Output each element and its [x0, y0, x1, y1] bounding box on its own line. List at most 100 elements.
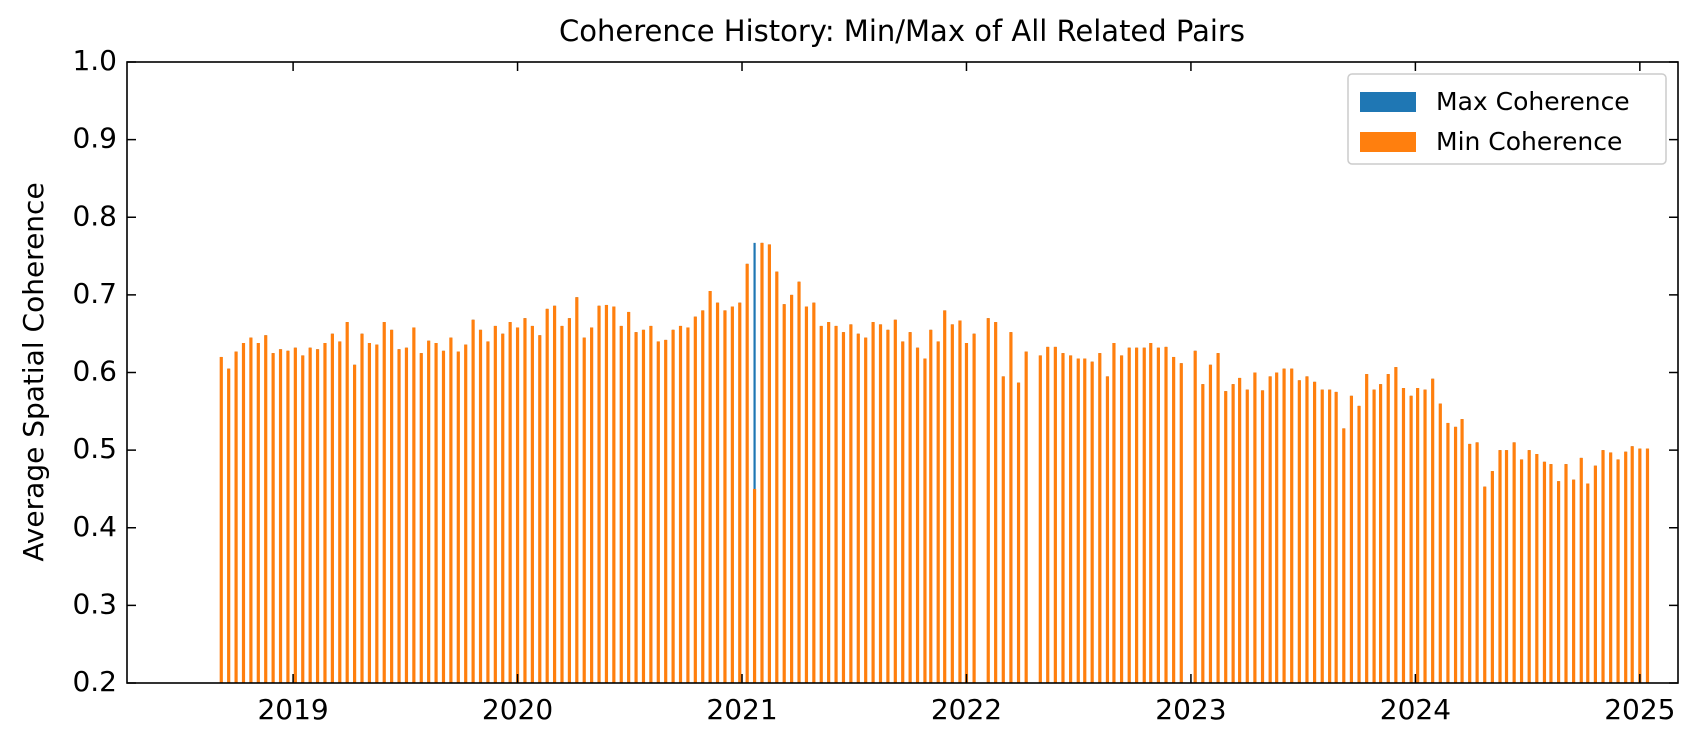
bar	[1572, 479, 1576, 683]
bar	[219, 356, 223, 683]
bar	[1342, 428, 1346, 683]
bar	[908, 332, 912, 683]
bar	[686, 327, 690, 683]
bar	[1105, 376, 1110, 683]
bar	[397, 349, 401, 683]
bar	[819, 325, 823, 683]
bar	[1549, 464, 1553, 683]
bar	[775, 271, 779, 683]
bar	[264, 335, 268, 683]
bar	[1401, 388, 1406, 683]
bar	[812, 302, 816, 683]
y-tick-label: 0.6	[72, 355, 117, 388]
bar	[994, 322, 998, 683]
bar	[456, 351, 460, 683]
bar	[1504, 450, 1509, 683]
bar	[1193, 350, 1197, 683]
bar	[1268, 376, 1272, 683]
bar	[1046, 346, 1050, 683]
y-tick-label: 0.9	[72, 122, 117, 155]
bar	[641, 329, 646, 683]
bar	[1460, 419, 1464, 683]
bar	[1490, 471, 1494, 683]
bar	[1624, 451, 1628, 683]
bar	[1630, 446, 1634, 683]
bar	[1260, 390, 1265, 683]
bar	[1076, 358, 1080, 683]
bar	[936, 341, 940, 683]
bar	[545, 308, 549, 683]
bar	[943, 310, 947, 683]
bar	[1172, 356, 1176, 683]
bar	[790, 294, 794, 683]
bar	[619, 325, 623, 683]
bar	[827, 322, 831, 683]
bar	[404, 347, 409, 683]
bar	[649, 325, 653, 683]
bar	[1519, 459, 1524, 683]
y-tick-label: 0.5	[72, 432, 117, 465]
bar	[1216, 353, 1220, 683]
bar	[330, 333, 334, 683]
y-axis-label: Average Spatial Coherence	[17, 182, 50, 561]
x-tick-label: 2021	[706, 693, 777, 726]
x-tick-label: 2020	[482, 693, 553, 726]
bar	[1498, 450, 1502, 683]
bar	[515, 327, 520, 683]
bar	[1556, 481, 1561, 683]
legend-label: Max Coherence	[1436, 87, 1630, 116]
bar	[986, 318, 990, 683]
y-tick-label: 1.0	[72, 44, 117, 77]
bar	[375, 344, 379, 683]
bar	[1372, 389, 1376, 683]
bar	[323, 343, 327, 683]
bar	[286, 350, 290, 683]
bar	[760, 242, 764, 683]
bar	[412, 327, 416, 683]
bar	[964, 343, 969, 683]
bar	[804, 306, 809, 683]
bar	[1365, 374, 1369, 683]
bar	[972, 333, 976, 683]
bar	[1438, 403, 1442, 683]
x-tick-label: 2019	[257, 693, 328, 726]
bar	[552, 305, 557, 683]
bar	[560, 325, 564, 683]
bar	[293, 347, 297, 683]
bar	[345, 322, 349, 683]
bar	[1208, 364, 1213, 683]
bar	[1179, 363, 1183, 683]
bar	[671, 329, 675, 683]
bar	[360, 333, 364, 683]
bar	[878, 324, 883, 683]
bar	[627, 311, 631, 683]
bar	[1564, 464, 1568, 683]
bar	[501, 333, 505, 683]
bar	[634, 332, 638, 683]
bar	[1579, 457, 1583, 683]
bar	[1024, 351, 1028, 683]
bar	[604, 304, 609, 683]
y-tick-label: 0.8	[72, 199, 117, 232]
bar	[278, 349, 283, 683]
bar	[1275, 372, 1279, 683]
bar	[1238, 377, 1242, 683]
bar	[723, 310, 727, 683]
bar	[612, 306, 616, 683]
bar	[1290, 368, 1294, 683]
bar	[530, 325, 534, 683]
bar	[1001, 376, 1005, 683]
bar	[441, 350, 446, 683]
bar	[1586, 483, 1590, 683]
bar	[523, 318, 527, 683]
bar	[382, 322, 386, 683]
y-tick-label: 0.7	[72, 277, 117, 310]
bar	[449, 337, 453, 683]
bar	[590, 327, 594, 683]
bar	[1149, 343, 1153, 683]
x-tick-label: 2025	[1604, 693, 1675, 726]
bar	[958, 320, 962, 683]
bar	[1320, 389, 1324, 683]
bar	[1119, 355, 1124, 683]
bar	[1378, 384, 1383, 683]
